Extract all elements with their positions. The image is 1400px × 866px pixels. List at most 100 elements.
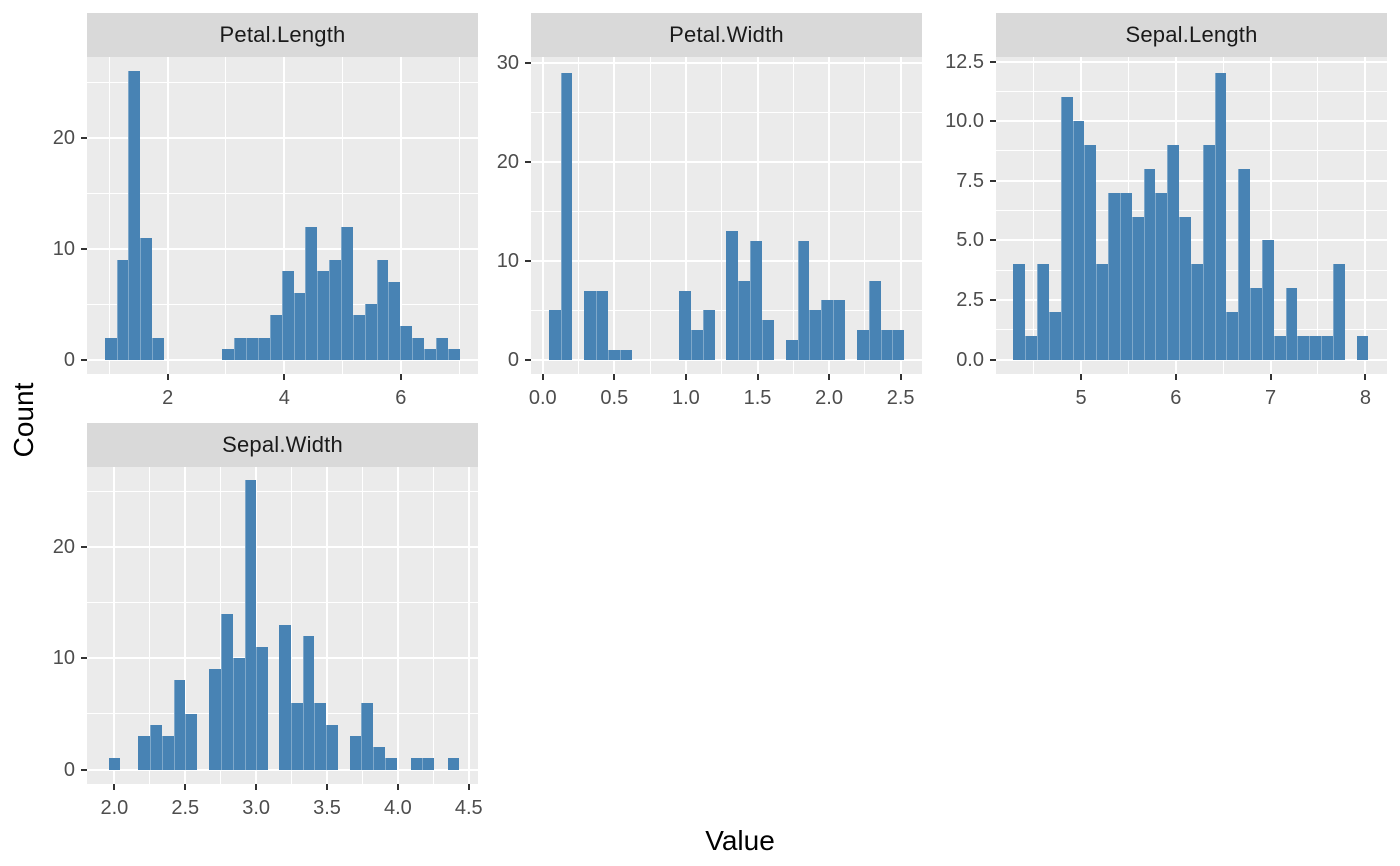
grid-minor-x [792, 57, 794, 374]
histogram-bar [1309, 335, 1321, 360]
histogram-bar [1285, 288, 1298, 360]
grid-major-x [828, 57, 831, 374]
x-tick-label: 2.0 [815, 387, 843, 409]
histogram-bar [880, 330, 893, 360]
histogram-bar [317, 270, 330, 360]
facet-panel-petal-width [531, 57, 922, 374]
x-axis-title: Value [705, 825, 775, 856]
histogram-bar [373, 747, 385, 770]
grid-minor-x [578, 57, 580, 374]
histogram-bar [1250, 288, 1262, 360]
histogram-bar [302, 635, 315, 770]
x-tick-mark [166, 374, 169, 380]
grid-minor-x [220, 467, 222, 784]
grid-major-x [283, 57, 286, 374]
x-tick-label: 2 [162, 387, 174, 409]
grid-major-y [996, 358, 1387, 361]
grid-major-y [87, 247, 478, 250]
x-tick-label: 1.5 [743, 387, 772, 409]
histogram-bar [232, 658, 245, 770]
histogram-bar [246, 337, 259, 360]
grid-major-y [531, 358, 922, 361]
grid-minor-x [291, 467, 293, 784]
histogram-bar [856, 330, 869, 360]
facet-strip-title: Petal.Width [669, 22, 784, 47]
histogram-bar [435, 337, 448, 360]
y-tick-mark [990, 239, 996, 242]
grid-major-x [113, 467, 116, 784]
histogram-bar [1143, 168, 1156, 360]
x-tick-mark [326, 784, 329, 790]
y-tick-label: 7.5 [956, 169, 984, 192]
x-tick-mark [1364, 374, 1367, 380]
histogram-bar [256, 647, 269, 770]
y-tick-label: 10 [52, 647, 75, 670]
histogram-bar [422, 758, 435, 770]
histogram-bar [1214, 73, 1227, 360]
histogram-bar [1226, 311, 1239, 360]
grid-minor-y [531, 211, 922, 212]
grid-major-y [87, 136, 478, 139]
x-tick-mark [1174, 374, 1177, 380]
grid-major-y [996, 179, 1387, 182]
grid-major-y [87, 545, 478, 548]
grid-major-x [899, 57, 902, 374]
histogram-bar [1238, 168, 1251, 360]
y-tick-label: 20 [496, 151, 519, 174]
y-tick-mark [81, 768, 87, 771]
histogram-bar [152, 337, 165, 360]
histogram-bar [761, 320, 774, 360]
histogram-bar [584, 290, 597, 360]
histogram-bar [1072, 121, 1085, 360]
histogram-bar [1155, 192, 1168, 360]
histogram-bar [1037, 264, 1049, 360]
y-tick-mark [525, 62, 531, 65]
histogram-bar [305, 226, 318, 360]
x-tick-mark [899, 374, 902, 380]
grid-major-y [531, 161, 922, 164]
x-tick-label: 6 [395, 387, 407, 409]
y-tick-label: 10 [52, 237, 75, 260]
y-tick-label: 20 [52, 535, 75, 558]
histogram-bar [352, 315, 365, 360]
grid-major-x [756, 57, 759, 374]
facet-strip-petal-width: Petal.Width [531, 13, 922, 57]
facet-panel-sepal-length [996, 57, 1387, 374]
histogram-bar [104, 337, 117, 360]
y-tick-label: 10 [496, 249, 519, 272]
histogram-bar [797, 241, 810, 360]
y-tick-mark [990, 358, 996, 361]
grid-major-x [613, 57, 616, 374]
x-tick-mark [1080, 374, 1083, 380]
histogram-bar [1013, 264, 1026, 360]
histogram-bar [1167, 145, 1180, 360]
y-tick-label: 20 [52, 126, 75, 149]
histogram-bar [560, 73, 573, 360]
histogram-bar [361, 702, 374, 770]
histogram-bar [221, 613, 233, 770]
grid-minor-y [531, 112, 922, 114]
x-tick-label: 7 [1265, 387, 1277, 409]
y-tick-mark [525, 161, 531, 164]
histogram-bar [738, 280, 751, 360]
grid-minor-y [996, 90, 1387, 92]
facet-strip-sepal-length: Sepal.Length [996, 13, 1387, 57]
x-tick-label: 3.0 [242, 797, 271, 819]
grid-major-x [541, 57, 544, 374]
y-axis-title: Count [8, 382, 39, 458]
grid-minor-x [649, 57, 651, 374]
histogram-bar [128, 71, 141, 360]
histogram-bar [150, 725, 162, 770]
histogram-bar [1321, 335, 1333, 360]
facet-strip-title: Sepal.Length [1125, 22, 1258, 47]
histogram-bar [384, 758, 397, 770]
histogram-bar [326, 725, 338, 770]
histogram-bar [281, 270, 294, 360]
histogram-bar [596, 290, 608, 360]
grid-minor-x [149, 467, 151, 784]
x-tick-mark [828, 374, 831, 380]
x-tick-label: 4 [278, 387, 290, 409]
histogram-bar [376, 259, 389, 360]
histogram-bar [258, 337, 270, 360]
